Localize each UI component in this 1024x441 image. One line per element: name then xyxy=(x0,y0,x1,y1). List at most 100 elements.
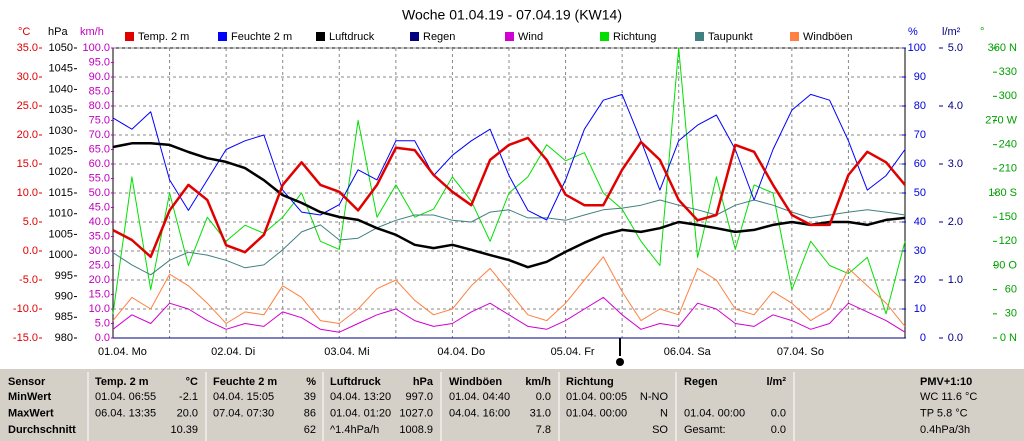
series-line xyxy=(112,136,906,259)
stats-header: Temp. 2 m xyxy=(95,376,149,388)
y-tick-label: 210 xyxy=(999,163,1017,175)
legend-swatch xyxy=(790,32,799,41)
stats-cell: 0.0 xyxy=(771,407,786,419)
y-tick-label: 100 xyxy=(908,42,926,54)
y-tick-label: 20 xyxy=(914,274,926,286)
y-tick-label: 40.0 xyxy=(89,216,110,228)
y-tick-label: 20.0 xyxy=(17,129,38,141)
legend-swatch xyxy=(218,32,227,41)
stats-cell: MaxWert xyxy=(8,407,54,419)
stats-header: Sensor xyxy=(8,376,46,388)
y-tick-label: 980 xyxy=(55,332,73,344)
stats-cell: 07.04. 07:30 xyxy=(213,407,274,419)
y-tick-label: 10 xyxy=(914,303,926,315)
legend-label: Taupunkt xyxy=(708,31,753,43)
stats-cell: SO xyxy=(652,424,668,436)
legend-label: Windböen xyxy=(803,31,853,43)
chart-title: Woche 01.04.19 - 07.04.19 (KW14) xyxy=(402,7,622,23)
stats-header: % xyxy=(306,376,316,388)
y-tick-label: 70 xyxy=(914,129,926,141)
axis-unit: hPa xyxy=(48,26,68,38)
legend-label: Temp. 2 m xyxy=(138,31,189,43)
legend-label: Luftdruck xyxy=(329,31,375,43)
stats-cell: 01.04. 01:20 xyxy=(330,407,391,419)
y-tick-label: 25.0 xyxy=(89,259,110,271)
y-tick-label: 990 xyxy=(55,290,73,302)
y-tick-label: 1035 xyxy=(49,104,73,116)
y-tick-label: 150 xyxy=(999,211,1017,223)
y-tick-label: 1025 xyxy=(49,145,73,157)
y-tick-label: 5.0 xyxy=(948,42,963,54)
stats-cell: 0.0 xyxy=(771,424,786,436)
stats-cell: N-NO xyxy=(640,391,669,403)
y-tick-label: 1045 xyxy=(49,63,73,75)
y-tick-label: 1005 xyxy=(49,228,73,240)
y-tick-label: 0 xyxy=(920,332,926,344)
stats-cell: 31.0 xyxy=(530,407,551,419)
stats-cell: 997.0 xyxy=(405,391,433,403)
y-tick-label: 60 xyxy=(1005,284,1017,296)
y-tick-label: 2.0 xyxy=(948,216,963,228)
stats-header: hPa xyxy=(413,376,434,388)
stats-cell: 62 xyxy=(304,424,316,436)
stats-header: Luftdruck xyxy=(330,376,382,388)
y-tick-label: 3.0 xyxy=(948,158,963,170)
y-tick-label: 90 O xyxy=(993,259,1017,271)
y-tick-label: 30 xyxy=(1005,308,1017,320)
stats-cell: 01.04. 04:40 xyxy=(449,391,510,403)
y-tick-label: 1010 xyxy=(49,208,73,220)
x-tick-label: 02.04. Di xyxy=(211,346,255,358)
y-tick-label: -5.0 xyxy=(19,274,38,286)
legend-label: Richtung xyxy=(613,31,656,43)
x-tick-label: 05.04. Fr xyxy=(551,346,595,358)
y-tick-label: 90 xyxy=(914,71,926,83)
y-tick-label: 65.0 xyxy=(89,143,110,155)
stats-cell: 01.04. 00:05 xyxy=(566,391,627,403)
y-tick-label: 100.0 xyxy=(82,42,110,54)
y-tick-label: 5.0 xyxy=(23,216,38,228)
y-tick-label: 35.0 xyxy=(17,42,38,54)
now-marker-dot xyxy=(616,358,624,366)
stats-cell: 01.04. 00:00 xyxy=(566,407,627,419)
stats-header: Feuchte 2 m xyxy=(213,376,277,388)
axis-unit: % xyxy=(908,26,918,38)
axis-unit: ° xyxy=(980,26,984,38)
legend-swatch xyxy=(316,32,325,41)
y-tick-label: 75.0 xyxy=(89,114,110,126)
y-tick-label: 10.0 xyxy=(89,303,110,315)
stats-cell: 86 xyxy=(304,407,316,419)
y-tick-label: 50 xyxy=(914,187,926,199)
y-tick-label: 985 xyxy=(55,311,73,323)
y-tick-label: 270 W xyxy=(985,114,1017,126)
y-tick-label: 1040 xyxy=(49,83,73,95)
stats-header: km/h xyxy=(525,376,551,388)
y-tick-label: 10.0 xyxy=(17,187,38,199)
y-tick-label: 50.0 xyxy=(89,187,110,199)
legend-label: Wind xyxy=(518,31,543,43)
stats-header: l/m² xyxy=(766,376,786,388)
y-tick-label: 0 N xyxy=(1000,332,1017,344)
stats-header: °C xyxy=(186,376,198,388)
y-tick-label: 15.0 xyxy=(89,288,110,300)
stats-cell: 0.0 xyxy=(536,391,551,403)
y-tick-label: 1.0 xyxy=(948,274,963,286)
y-tick-label: 45.0 xyxy=(89,201,110,213)
y-tick-label: 55.0 xyxy=(89,172,110,184)
y-tick-label: 180 S xyxy=(988,187,1017,199)
legend-swatch xyxy=(410,32,419,41)
stats-cell: 04.04. 15:05 xyxy=(213,391,274,403)
y-tick-label: 0.0 xyxy=(95,332,110,344)
stats-header: Windböen xyxy=(449,376,502,388)
stats-cell: 04.04. 13:20 xyxy=(330,391,391,403)
series-line xyxy=(112,142,906,269)
stats-cell: 39 xyxy=(304,391,316,403)
stats-cell: 20.0 xyxy=(177,407,198,419)
axis-unit: l/m² xyxy=(942,26,961,38)
legend-swatch xyxy=(695,32,704,41)
stats-cell: Durchschnitt xyxy=(8,424,76,436)
y-tick-label: 300 xyxy=(999,90,1017,102)
axis-unit: km/h xyxy=(80,26,104,38)
stats-cell: 10.39 xyxy=(170,424,198,436)
stats-separators xyxy=(0,368,1024,441)
